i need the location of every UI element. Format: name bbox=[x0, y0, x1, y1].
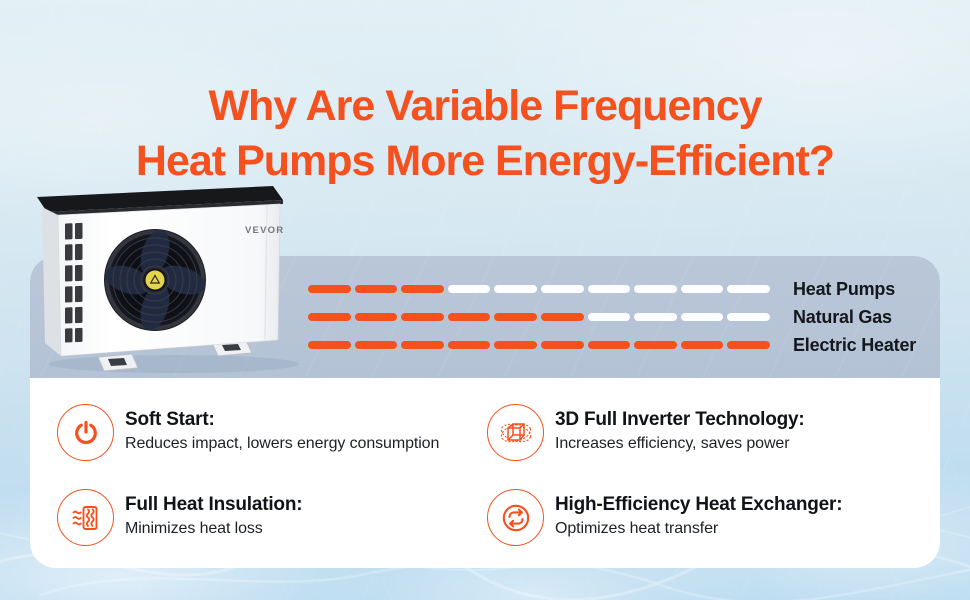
bar-segment-empty bbox=[634, 285, 677, 293]
bar-heat-pumps bbox=[308, 285, 770, 293]
feature-title: Full Heat Insulation: bbox=[125, 494, 303, 515]
feature-title: High-Efficiency Heat Exchanger: bbox=[555, 494, 843, 515]
legend-natural-gas: Natural Gas bbox=[793, 307, 892, 327]
bar-segment-filled bbox=[727, 341, 770, 349]
bar-segment-empty bbox=[540, 285, 584, 293]
bar-segment-filled bbox=[308, 341, 351, 349]
bar-segment-filled bbox=[634, 341, 677, 349]
cube-3d-icon bbox=[487, 404, 544, 461]
bar-segment-filled bbox=[447, 313, 491, 321]
bar-segment-filled bbox=[447, 341, 491, 349]
bar-segment-empty bbox=[447, 285, 491, 293]
feature-desc: Increases efficiency, saves power bbox=[555, 435, 790, 452]
insulation-icon bbox=[57, 489, 114, 546]
bar-segment-empty bbox=[680, 313, 724, 321]
feature-inverter: 3D Full Inverter Technology: Increases e… bbox=[487, 404, 805, 461]
heat-exchange-icon bbox=[487, 489, 544, 546]
feature-desc: Optimizes heat transfer bbox=[555, 520, 719, 537]
bar-segment-filled bbox=[308, 313, 351, 321]
bar-electric-heater bbox=[308, 341, 770, 349]
page-title-line2: Heat Pumps More Energy-Efficient? bbox=[135, 136, 835, 185]
bar-segment-filled bbox=[401, 285, 444, 293]
legend-heat-pumps: Heat Pumps bbox=[793, 279, 896, 299]
bar-segment-filled bbox=[540, 341, 584, 349]
brand-logo: VEVOR bbox=[245, 225, 284, 236]
bar-segment-filled bbox=[540, 313, 584, 321]
bar-segment-filled bbox=[494, 341, 537, 349]
bar-segment-filled bbox=[680, 341, 724, 349]
bar-segment-filled bbox=[401, 341, 444, 349]
feature-insulation: Full Heat Insulation: Minimizes heat los… bbox=[57, 489, 303, 546]
fan bbox=[104, 229, 206, 331]
bar-segment-filled bbox=[354, 285, 398, 293]
page-title-line1: Why Are Variable Frequency bbox=[208, 81, 762, 130]
bar-segment-filled bbox=[354, 313, 398, 321]
feature-desc: Reduces impact, lowers energy consumptio… bbox=[125, 435, 440, 452]
bar-segment-empty bbox=[587, 313, 631, 321]
bar-natural-gas bbox=[308, 313, 770, 321]
feature-desc: Minimizes heat loss bbox=[125, 520, 263, 537]
bar-segment-empty bbox=[587, 285, 631, 293]
feature-title: Soft Start: bbox=[125, 409, 215, 430]
bar-segment-empty bbox=[727, 285, 770, 293]
bar-segment-filled bbox=[354, 341, 398, 349]
bar-segment-filled bbox=[308, 285, 351, 293]
feature-heat-exchanger: High-Efficiency Heat Exchanger: Optimize… bbox=[487, 489, 843, 546]
bar-segment-empty bbox=[680, 285, 724, 293]
power-icon bbox=[57, 404, 114, 461]
bar-segment-empty bbox=[727, 313, 770, 321]
bar-segment-empty bbox=[634, 313, 677, 321]
feature-soft-start: Soft Start: Reduces impact, lowers energ… bbox=[57, 404, 439, 461]
bar-segment-filled bbox=[587, 341, 631, 349]
heat-pump-product-image: VEVOR bbox=[37, 186, 299, 373]
bar-segment-empty bbox=[494, 285, 537, 293]
legend-electric-heater: Electric Heater bbox=[793, 335, 917, 355]
page-title: Why Are Variable Frequency Heat Pumps Mo… bbox=[0, 79, 970, 189]
bar-segment-filled bbox=[494, 313, 537, 321]
feature-title: 3D Full Inverter Technology: bbox=[555, 409, 805, 430]
bar-segment-filled bbox=[401, 313, 444, 321]
